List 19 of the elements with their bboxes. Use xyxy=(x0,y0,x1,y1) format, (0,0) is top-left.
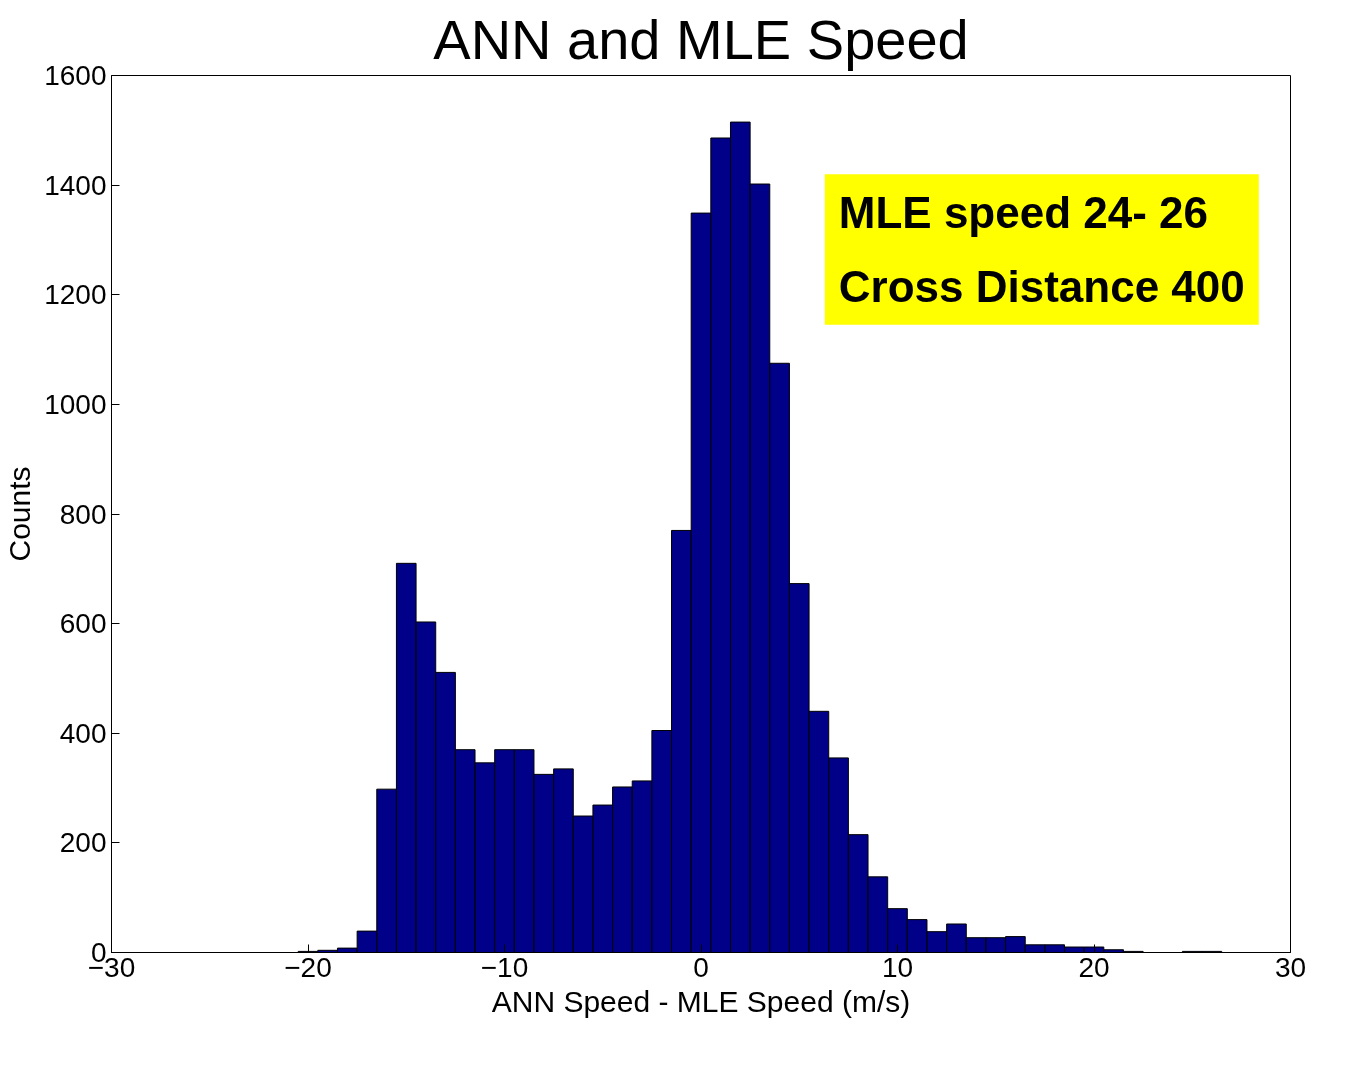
y-tick-label: 1000 xyxy=(44,388,107,420)
x-tick-label: 10 xyxy=(881,951,914,983)
y-tick-label: 400 xyxy=(59,717,107,749)
x-tick-label: −10 xyxy=(480,951,529,983)
annotation: MLE speed 24- 26 xyxy=(838,188,1209,238)
y-tick-label: 200 xyxy=(59,827,107,859)
x-tick-label: −20 xyxy=(284,951,332,983)
x-tick-label: 0 xyxy=(693,951,709,983)
annotation: Cross Distance 400 xyxy=(838,261,1245,311)
x-axis-title: ANN Speed - MLE Speed (m/s) xyxy=(491,984,911,1018)
x-tick-label: 20 xyxy=(1078,951,1110,983)
y-tick-label: 800 xyxy=(59,498,107,530)
y-tick-label: 1600 xyxy=(44,60,107,91)
y-tick-label: 600 xyxy=(59,608,107,640)
y-tick-label: 1400 xyxy=(44,169,107,201)
y-tick-label: 1200 xyxy=(44,279,107,311)
x-tick-label: 30 xyxy=(1274,951,1307,983)
chart-title: ANN and MLE Speed xyxy=(433,7,969,71)
y-axis-title: Counts xyxy=(3,466,37,562)
